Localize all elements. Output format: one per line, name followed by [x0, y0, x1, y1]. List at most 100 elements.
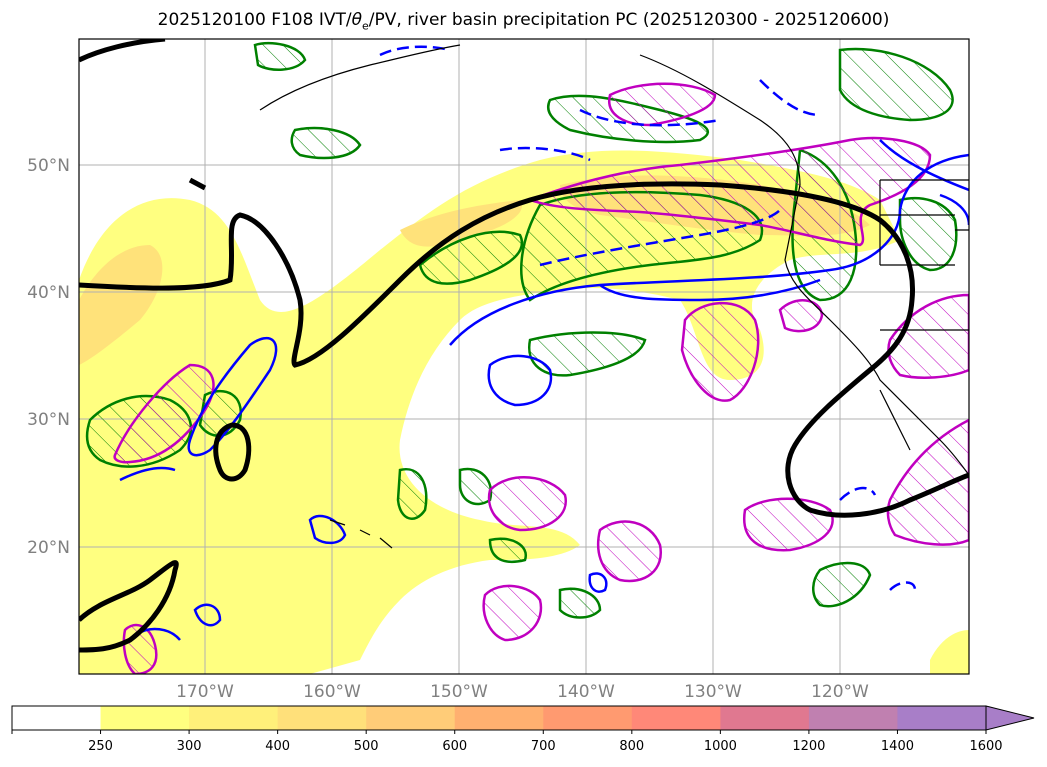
lon-label-130w: 130°W — [684, 682, 742, 702]
colorbar-tick-label: 1200 — [792, 739, 825, 754]
coast-alaska — [259, 44, 461, 111]
pv-region-c1 — [680, 301, 760, 402]
colorbar-ticks: 250 300 400 500 600 700 800 1000 1200 1400 1600 — [11, 730, 1003, 754]
theta-e-dash-3 — [579, 108, 721, 127]
theta-e-loop-1 — [487, 354, 553, 407]
pv-region-s — [482, 584, 543, 642]
lat-label-40n: 40°N — [27, 283, 70, 303]
precip-region-s — [558, 587, 602, 619]
coast-hawaii — [329, 519, 393, 549]
title-theta: θ — [351, 10, 362, 30]
pv-contour-w-loop — [213, 422, 252, 482]
colorbar-segment — [189, 706, 279, 730]
lon-labels: 170°W 160°W 150°W 140°W 130°W 120°W — [176, 682, 869, 702]
map-frame — [78, 38, 970, 675]
pv-region-top — [607, 82, 717, 127]
colorbar-segment — [12, 706, 102, 730]
pv-contour-sw — [79, 560, 179, 653]
lat-label-50n: 50°N — [27, 156, 70, 176]
colorbar-tick-label: 500 — [354, 739, 379, 754]
title-theta-sub: e — [362, 19, 369, 33]
lat-label-20n: 20°N — [27, 538, 70, 558]
colorbar-extend-arrow — [985, 705, 1035, 731]
precip-region-se — [812, 561, 872, 608]
theta-e-dash-2 — [499, 146, 591, 162]
lon-label-160w: 160°W — [303, 682, 361, 702]
pv-region-c2 — [487, 476, 568, 532]
precip-region-mid — [418, 230, 524, 285]
colorbar-tick-label: 700 — [531, 739, 556, 754]
theta-e-line-s2 — [193, 603, 222, 627]
pv-contour-nw — [79, 39, 166, 63]
pv-contour-blob — [188, 177, 207, 191]
theta-e-dash-1 — [539, 209, 781, 267]
state-borders — [879, 179, 969, 331]
lat-label-30n: 30°N — [27, 410, 70, 430]
title-suffix: /PV, river basin precipitation PC (20251… — [368, 10, 890, 30]
colorbar-tick-label: 800 — [619, 739, 644, 754]
pv-region-small — [778, 299, 824, 333]
theta-e-line-w — [187, 336, 278, 457]
ivt-core-mid — [400, 200, 522, 247]
map-area — [79, 39, 969, 674]
lon-label-140w: 140°W — [557, 682, 615, 702]
pv-region-e — [886, 418, 969, 546]
pv-region-n — [526, 136, 932, 247]
colorbar-segment — [366, 706, 456, 730]
colorbar-tick-label: 1000 — [704, 739, 737, 754]
colorbar-tick-label: 250 — [88, 739, 113, 754]
precip-region-top2 — [290, 126, 362, 160]
precip-region-ne — [838, 47, 954, 122]
lon-label-150w: 150°W — [430, 682, 488, 702]
coastlines — [259, 44, 969, 549]
colorbar-segment — [454, 706, 544, 730]
colorbar-segment — [631, 706, 721, 730]
theta-e-dash-6 — [379, 45, 451, 57]
theta-e-line-w2 — [119, 466, 176, 482]
colorbar-segment — [277, 706, 367, 730]
chart-title: 2025120100 F108 IVT/θe/PV, river basin p… — [0, 10, 1047, 32]
theta-e-dash-4 — [839, 486, 877, 501]
colorbar-segment — [720, 706, 810, 730]
colorbar-segment — [543, 706, 633, 730]
pv-region-c3 — [596, 520, 663, 583]
precip-region-center — [527, 331, 647, 377]
theta-e-line-s4 — [588, 572, 608, 593]
pv-region-w — [113, 363, 215, 464]
precip-region-top3 — [253, 41, 307, 71]
theta-e-line-n — [879, 139, 969, 192]
colorbar-tick-label: 300 — [177, 739, 202, 754]
colorbar-tick-label: 1600 — [969, 739, 1002, 754]
colorbar-segment — [100, 706, 190, 730]
coast-north-america — [639, 54, 969, 476]
lon-label-120w: 120°W — [811, 682, 869, 702]
lat-labels: 50°N 40°N 30°N 20°N — [27, 156, 70, 558]
pv-region-e2 — [887, 293, 969, 379]
coast-baja — [879, 389, 911, 451]
colorbar-segments — [12, 706, 987, 730]
precip-region-mid2 — [396, 467, 428, 520]
theta-e-line-2 — [599, 278, 821, 302]
colorbar-segment — [808, 706, 898, 730]
colorbar-segment — [897, 706, 987, 730]
theta-e-line-s — [308, 514, 347, 545]
pv-contour-main — [79, 181, 969, 518]
colorbar: 250 300 400 500 600 700 800 1000 1200 1400 1600 — [11, 705, 1035, 754]
theta-e-dash-5 — [889, 581, 917, 591]
title-prefix: 2025120100 F108 IVT/ — [157, 10, 352, 30]
pv-contour — [79, 39, 969, 653]
ivt-region-east — [930, 630, 969, 674]
colorbar-tick-label: 1400 — [881, 739, 914, 754]
colorbar-tick-label: 600 — [442, 739, 467, 754]
precip-region-cluster — [488, 537, 527, 564]
ivt-region-south — [79, 350, 342, 620]
ivt-core-west — [79, 245, 163, 365]
pv-regions — [113, 82, 969, 674]
precip-region-ne2 — [898, 196, 958, 272]
colorbar-frame — [11, 705, 987, 731]
lon-label-170w: 170°W — [176, 682, 234, 702]
theta-e-dashed — [379, 45, 917, 591]
colorbar-tick-label: 400 — [265, 739, 290, 754]
theta-e-dash-7 — [759, 79, 821, 117]
